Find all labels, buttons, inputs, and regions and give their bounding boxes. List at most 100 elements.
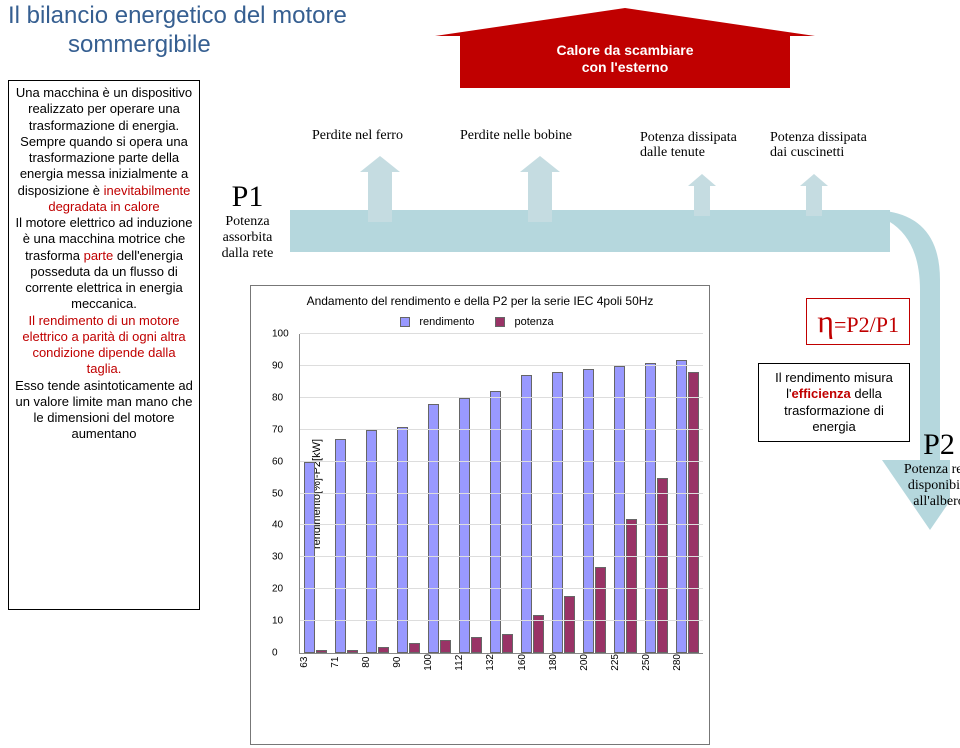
heat-l2: con l'esterno [582,59,669,75]
loss-label-cuscinetti: Potenza dissipata dai cuscinetti [770,130,867,161]
bar-rendimento [521,375,532,653]
chart: Andamento del rendimento e della P2 per … [250,285,710,745]
tenute-l2: dalle tenute [640,145,705,160]
ytick: 60 [272,456,283,467]
p1-l1: Potenza [210,214,285,230]
p2-l2: disponibile [884,478,960,494]
bar-potenza [471,637,482,653]
gridline [300,397,703,398]
xtick: 160 [517,654,548,675]
chart-plot: rendimento[%]-P2[kW] 0102030405060708090… [299,334,703,654]
p2-l3: all'albero [884,494,960,510]
ytick: 30 [272,552,283,563]
exp-p4red: Il rendimento di un motore elettrico a p… [22,313,185,377]
xtick: 250 [641,654,672,675]
ytick: 0 [272,648,278,659]
bar-potenza [502,634,513,653]
gridline [300,588,703,589]
exp-p4: Esso tende asintoticamente ad un valore … [15,378,193,442]
gridline [300,429,703,430]
bar-rendimento [459,398,470,653]
bar-rendimento [552,372,563,653]
bar-group [331,334,362,653]
ytick: 40 [272,520,283,531]
bar-potenza [657,478,668,653]
eta-symbol: η [817,303,834,339]
loss-arrow-tenute [688,174,716,216]
chart-bars [300,334,703,653]
bar-rendimento [583,369,594,653]
up-arrow-head-icon [520,156,560,172]
eta-box: η=P2/P1 [806,298,910,345]
xtick: 112 [454,654,485,675]
xtick: 280 [672,654,703,675]
p1-sym: P1 [210,180,285,214]
bar-potenza [564,596,575,653]
legend-pot-label: potenza [514,316,553,328]
p1-label: P1 Potenza assorbita dalla rete [210,180,285,262]
loss-arrow-cuscinetti [800,174,828,216]
heat-arrow-head [435,8,815,36]
bar-potenza [595,567,606,653]
bar-group [424,334,455,653]
chart-title: Andamento del rendimento e della P2 per … [257,294,703,308]
legend-swatch-pot [495,317,505,327]
loss-arrow-ferro [360,156,400,222]
bar-potenza [409,643,420,653]
p2-l1: Potenza resa [884,462,960,478]
cusc-l2: dai cuscinetti [770,145,844,160]
bar-potenza [440,640,451,653]
p1-l2: assorbita [210,230,285,246]
bar-rendimento [614,366,625,653]
xtick: 63 [299,654,330,675]
bar-group [548,334,579,653]
xtick: 225 [610,654,641,675]
eta-formula: =P2/P1 [834,312,899,337]
up-arrow-body [528,172,552,222]
legend-swatch-rend [400,317,410,327]
bar-potenza [688,372,699,653]
bar-group [486,334,517,653]
bar-potenza [626,519,637,653]
xtick: 180 [548,654,579,675]
xtick: 90 [392,654,423,675]
bar-group [362,334,393,653]
xtick: 200 [579,654,610,675]
up-arrow-body [806,186,822,216]
gridline [300,461,703,462]
bar-rendimento [676,360,687,653]
title-l2: sommergibile [68,31,211,58]
gridline [300,365,703,366]
xtick: 71 [330,654,361,675]
p2-label: P2 Potenza resa disponibile all'albero [884,428,960,510]
exp-p1: Una macchina è un dispositivo realizzato… [16,85,192,133]
chart-xticks: 63718090100112132160180200225250280 [299,654,703,675]
gridline [300,524,703,525]
exp-p3red: parte [84,248,117,263]
xtick: 80 [361,654,392,675]
gridline [300,333,703,334]
bar-rendimento [428,404,439,653]
legend-rend: rendimento [400,316,480,328]
bar-potenza [347,650,358,653]
bar-group [641,334,672,653]
up-arrow-body [368,172,392,222]
bar-group [517,334,548,653]
bar-group [672,334,703,653]
xtick: 132 [485,654,516,675]
heat-arrow-body: Calore da scambiare con l'esterno [460,36,790,88]
ytick: 90 [272,360,283,371]
bar-group [455,334,486,653]
bar-potenza [378,647,389,653]
up-arrow-head-icon [800,174,828,186]
ytick: 70 [272,424,283,435]
ytick: 100 [272,329,289,340]
bar-group [579,334,610,653]
bar-rendimento [490,391,501,653]
gridline [300,556,703,557]
bar-group [300,334,331,653]
heat-arrow: Calore da scambiare con l'esterno [435,8,815,86]
gridline [300,620,703,621]
cusc-l1: Potenza dissipata [770,130,867,145]
tenute-l1: Potenza dissipata [640,130,737,145]
